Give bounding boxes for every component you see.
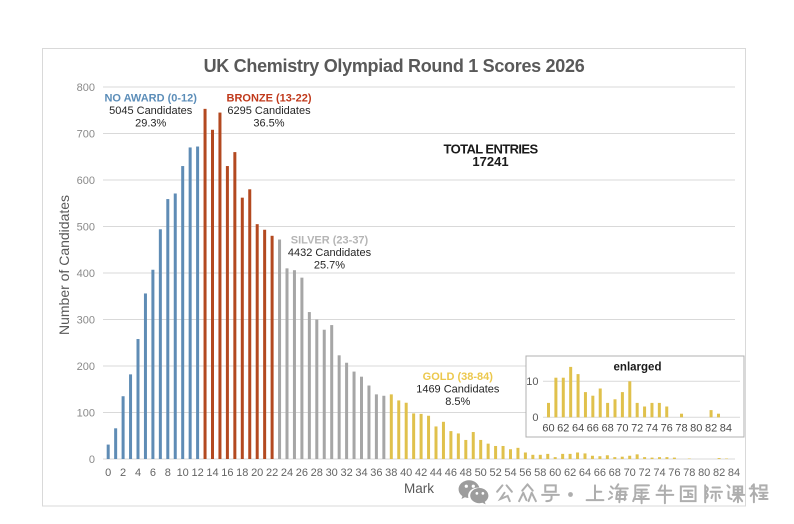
svg-text:42: 42 bbox=[415, 467, 427, 479]
svg-text:Number of Candidates: Number of Candidates bbox=[56, 195, 72, 335]
svg-text:29.3%: 29.3% bbox=[135, 117, 166, 129]
svg-text:10: 10 bbox=[177, 467, 189, 479]
svg-text:74: 74 bbox=[653, 467, 665, 479]
svg-text:82: 82 bbox=[705, 423, 717, 435]
svg-text:700: 700 bbox=[77, 128, 95, 140]
svg-text:6295 Candidates: 6295 Candidates bbox=[227, 105, 311, 117]
svg-text:500: 500 bbox=[77, 221, 95, 233]
svg-text:80: 80 bbox=[690, 423, 702, 435]
svg-text:70: 70 bbox=[624, 467, 636, 479]
svg-text:TOTAL ENTRIES: TOTAL ENTRIES bbox=[443, 142, 538, 157]
svg-text:1469 Candidates: 1469 Candidates bbox=[416, 383, 500, 395]
svg-text:46: 46 bbox=[445, 467, 457, 479]
svg-text:14: 14 bbox=[206, 467, 218, 479]
svg-text:GOLD (38-84): GOLD (38-84) bbox=[423, 371, 494, 383]
svg-text:56: 56 bbox=[519, 467, 531, 479]
svg-text:76: 76 bbox=[668, 467, 680, 479]
svg-text:25.7%: 25.7% bbox=[314, 259, 345, 271]
svg-text:800: 800 bbox=[77, 82, 95, 94]
svg-text:44: 44 bbox=[430, 467, 442, 479]
svg-text:NO AWARD (0-12): NO AWARD (0-12) bbox=[104, 93, 197, 105]
svg-text:Mark: Mark bbox=[404, 481, 434, 496]
svg-text:64: 64 bbox=[579, 467, 591, 479]
svg-text:36.5%: 36.5% bbox=[253, 117, 284, 129]
svg-text:80: 80 bbox=[698, 467, 710, 479]
svg-text:54: 54 bbox=[504, 467, 516, 479]
svg-text:20: 20 bbox=[251, 467, 263, 479]
svg-text:UK Chemistry Olympiad Round 1: UK Chemistry Olympiad Round 1 Scores 202… bbox=[204, 56, 585, 76]
svg-text:400: 400 bbox=[77, 268, 95, 280]
svg-text:52: 52 bbox=[489, 467, 501, 479]
svg-text:600: 600 bbox=[77, 175, 95, 187]
svg-text:48: 48 bbox=[460, 467, 472, 479]
svg-text:36: 36 bbox=[370, 467, 382, 479]
svg-text:26: 26 bbox=[296, 467, 308, 479]
svg-text:0: 0 bbox=[89, 454, 95, 466]
svg-text:74: 74 bbox=[646, 423, 658, 435]
svg-text:200: 200 bbox=[77, 361, 95, 373]
svg-text:84: 84 bbox=[720, 423, 732, 435]
svg-text:8: 8 bbox=[165, 467, 171, 479]
svg-text:24: 24 bbox=[281, 467, 293, 479]
svg-text:60: 60 bbox=[549, 467, 561, 479]
svg-text:30: 30 bbox=[326, 467, 338, 479]
svg-text:68: 68 bbox=[601, 423, 613, 435]
svg-text:0: 0 bbox=[105, 467, 111, 479]
svg-text:72: 72 bbox=[638, 467, 650, 479]
svg-text:76: 76 bbox=[661, 423, 673, 435]
svg-text:50: 50 bbox=[475, 467, 487, 479]
svg-text:64: 64 bbox=[572, 423, 584, 435]
svg-text:300: 300 bbox=[77, 314, 95, 326]
svg-text:0: 0 bbox=[532, 412, 538, 424]
svg-text:78: 78 bbox=[675, 423, 687, 435]
svg-text:78: 78 bbox=[683, 467, 695, 479]
svg-text:60: 60 bbox=[542, 423, 554, 435]
svg-text:66: 66 bbox=[594, 467, 606, 479]
svg-text:22: 22 bbox=[266, 467, 278, 479]
svg-text:6: 6 bbox=[150, 467, 156, 479]
svg-text:8.5%: 8.5% bbox=[445, 396, 470, 408]
svg-text:4: 4 bbox=[135, 467, 141, 479]
svg-text:84: 84 bbox=[728, 467, 740, 479]
svg-text:72: 72 bbox=[631, 423, 643, 435]
svg-text:70: 70 bbox=[616, 423, 628, 435]
svg-text:32: 32 bbox=[340, 467, 352, 479]
svg-text:68: 68 bbox=[609, 467, 621, 479]
svg-text:66: 66 bbox=[587, 423, 599, 435]
svg-text:58: 58 bbox=[534, 467, 546, 479]
svg-text:62: 62 bbox=[557, 423, 569, 435]
svg-text:40: 40 bbox=[400, 467, 412, 479]
svg-text:17241: 17241 bbox=[472, 154, 508, 169]
svg-text:62: 62 bbox=[564, 467, 576, 479]
svg-text:100: 100 bbox=[77, 407, 95, 419]
svg-text:28: 28 bbox=[311, 467, 323, 479]
svg-text:12: 12 bbox=[191, 467, 203, 479]
svg-text:10: 10 bbox=[526, 376, 538, 388]
svg-text:34: 34 bbox=[355, 467, 367, 479]
svg-text:38: 38 bbox=[385, 467, 397, 479]
svg-text:SILVER (23-37): SILVER (23-37) bbox=[291, 235, 369, 247]
svg-text:82: 82 bbox=[713, 467, 725, 479]
svg-text:18: 18 bbox=[236, 467, 248, 479]
svg-text:BRONZE (13-22): BRONZE (13-22) bbox=[227, 93, 312, 105]
svg-text:5045 Candidates: 5045 Candidates bbox=[109, 105, 193, 117]
svg-text:enlarged: enlarged bbox=[614, 362, 662, 374]
svg-text:16: 16 bbox=[221, 467, 233, 479]
svg-text:2: 2 bbox=[120, 467, 126, 479]
svg-text:4432 Candidates: 4432 Candidates bbox=[288, 247, 372, 259]
